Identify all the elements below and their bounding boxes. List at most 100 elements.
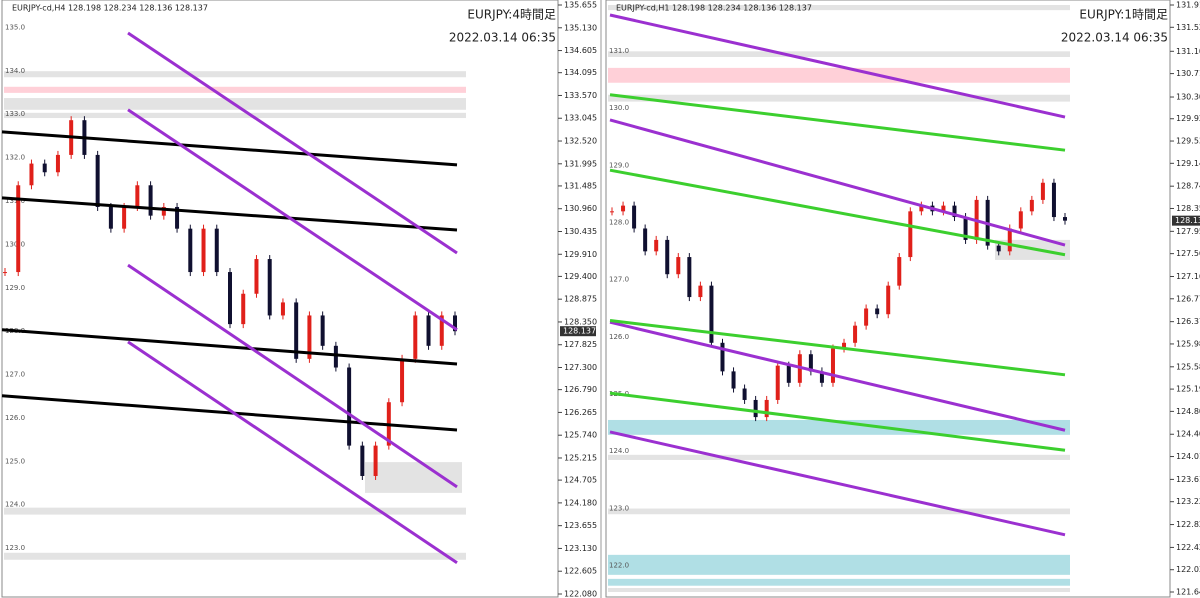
zone [608, 94, 1070, 102]
y-tick-label: 129.530 [1176, 137, 1200, 146]
y-tick-label: 133.570 [564, 91, 597, 100]
trend-line [1, 130, 458, 167]
y-tick-label: 128.875 [564, 295, 597, 304]
zone [608, 587, 1070, 592]
candle [819, 371, 824, 383]
zone [608, 67, 1070, 83]
candle [1029, 199, 1034, 212]
level-label: 133.0 [5, 110, 25, 118]
level-label: 123.0 [5, 544, 25, 552]
trend-line [609, 319, 1066, 377]
level-label: 130.0 [609, 104, 629, 112]
price-tag-label: 128.137 [1175, 216, 1200, 225]
candle [952, 205, 957, 218]
candle [360, 445, 365, 476]
candle [919, 205, 924, 212]
y-tick-label: 134.605 [564, 46, 597, 55]
y-tick-label: 129.910 [564, 250, 597, 259]
y-tick-label: 135.655 [564, 1, 597, 10]
trend-line [609, 320, 1066, 432]
candle [188, 228, 193, 273]
y-tick-label: 130.435 [564, 227, 597, 236]
price-tag [1172, 215, 1200, 226]
y-tick-label: 128.350 [1176, 204, 1200, 213]
candle [775, 365, 780, 400]
y-tick-label: 126.370 [1176, 317, 1200, 326]
candle [228, 272, 232, 325]
y-tick-label: 122.605 [564, 567, 597, 576]
level-label: 124.0 [5, 501, 25, 509]
candle [3, 272, 7, 274]
level-label: 134.0 [5, 67, 25, 75]
level-label: 128.0 [609, 218, 629, 226]
trend-line [127, 263, 458, 489]
chart-header: EURJPY-cd,H1 128.198 128.234 128.136 128… [616, 4, 812, 13]
level-label: 130.0 [5, 240, 25, 248]
trend-line [127, 108, 458, 332]
y-tick-label: 124.705 [564, 476, 597, 485]
chart-frame [1, 0, 559, 598]
level-label: 126.0 [609, 333, 629, 341]
candle [241, 293, 246, 325]
zone [608, 51, 1070, 58]
candle [373, 445, 378, 476]
y-tick-label: 127.825 [564, 340, 597, 349]
candle [95, 154, 100, 207]
candle [347, 367, 352, 446]
trend-line [127, 31, 458, 255]
candle [632, 205, 637, 229]
y-tick-label: 121.640 [1176, 588, 1200, 597]
candle [175, 206, 180, 229]
level-label: 131.0 [609, 47, 629, 55]
candle [886, 285, 891, 315]
candle [1007, 228, 1012, 252]
y-tick-label: 127.560 [1176, 249, 1200, 258]
y-tick-label: 132.520 [564, 137, 597, 146]
y-tick-label: 127.160 [1176, 272, 1200, 281]
zone [4, 507, 466, 515]
candle [786, 365, 791, 383]
candle [1018, 211, 1023, 229]
y-tick-label: 130.300 [1176, 93, 1200, 102]
trend-line [127, 340, 458, 565]
candle [16, 185, 21, 273]
y-tick-label: 129.920 [1176, 114, 1200, 123]
trend-line [1, 328, 458, 366]
y-tick-label: 134.095 [564, 68, 597, 77]
candle [267, 259, 272, 316]
y-tick-label: 122.080 [564, 590, 597, 598]
candle [135, 185, 140, 207]
candle [654, 239, 659, 252]
zone [365, 462, 462, 493]
y-tick-label: 128.350 [564, 317, 597, 326]
candle [413, 315, 418, 359]
level-label: 127.0 [5, 371, 25, 379]
candle [996, 245, 1001, 252]
candle [122, 206, 127, 229]
trend-line [1, 394, 458, 432]
candle [108, 206, 113, 229]
candle [621, 205, 626, 212]
candle [1051, 182, 1056, 218]
zone [608, 508, 1070, 515]
candle [753, 399, 758, 418]
candle [897, 257, 902, 286]
zone [4, 71, 466, 78]
candle [42, 163, 47, 173]
candle [294, 302, 299, 359]
zone [4, 86, 466, 93]
candle [731, 371, 736, 389]
y-tick-label: 129.14 [1176, 159, 1200, 168]
y-tick-label: 122.420 [1176, 543, 1200, 552]
y-tick-label: 126.790 [564, 385, 597, 394]
level-label: 132.0 [5, 154, 25, 162]
y-tick-label: 133.045 [564, 114, 597, 123]
y-tick-label: 123.130 [564, 544, 597, 553]
y-tick-label: 126.770 [1176, 294, 1200, 303]
candle [280, 302, 285, 316]
level-label: 129.0 [5, 284, 25, 292]
trend-line [609, 391, 1066, 452]
level-label: 123.0 [609, 504, 629, 512]
y-tick-label: 124.400 [1176, 430, 1200, 439]
candle [1040, 182, 1045, 200]
